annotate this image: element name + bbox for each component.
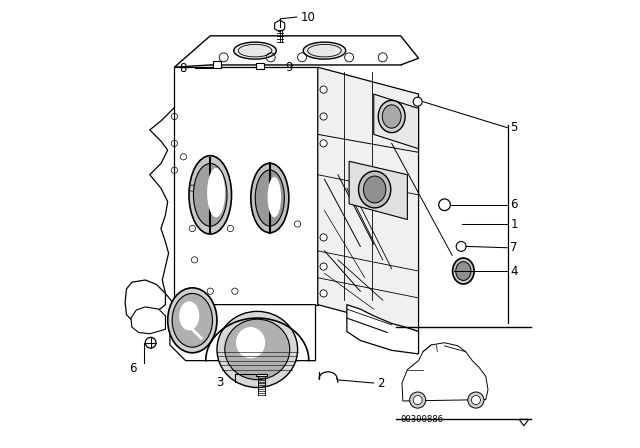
Ellipse shape bbox=[364, 176, 386, 203]
Circle shape bbox=[456, 241, 466, 251]
Ellipse shape bbox=[168, 288, 217, 353]
Text: 6: 6 bbox=[130, 362, 137, 375]
Circle shape bbox=[413, 97, 422, 106]
Circle shape bbox=[320, 140, 327, 147]
Ellipse shape bbox=[217, 311, 298, 388]
Ellipse shape bbox=[189, 156, 232, 234]
Polygon shape bbox=[174, 36, 419, 67]
Text: 4: 4 bbox=[511, 264, 518, 278]
Circle shape bbox=[410, 392, 426, 408]
Polygon shape bbox=[275, 20, 285, 32]
Ellipse shape bbox=[172, 293, 212, 347]
Ellipse shape bbox=[456, 262, 471, 280]
Text: 3: 3 bbox=[216, 375, 223, 389]
Polygon shape bbox=[347, 305, 419, 354]
Circle shape bbox=[468, 392, 484, 408]
Ellipse shape bbox=[358, 171, 391, 208]
Circle shape bbox=[472, 396, 481, 405]
Text: 7: 7 bbox=[511, 241, 518, 254]
Ellipse shape bbox=[251, 163, 289, 233]
Polygon shape bbox=[257, 374, 267, 376]
Ellipse shape bbox=[382, 105, 401, 128]
Circle shape bbox=[413, 396, 422, 405]
Polygon shape bbox=[125, 280, 165, 320]
Ellipse shape bbox=[378, 100, 405, 133]
Circle shape bbox=[320, 113, 327, 120]
Bar bbox=[257, 63, 264, 69]
Ellipse shape bbox=[225, 319, 290, 380]
Circle shape bbox=[145, 337, 156, 348]
Polygon shape bbox=[317, 67, 419, 332]
Circle shape bbox=[320, 234, 327, 241]
Ellipse shape bbox=[268, 177, 281, 217]
Bar bbox=[213, 61, 221, 68]
Ellipse shape bbox=[234, 42, 276, 59]
Ellipse shape bbox=[179, 302, 199, 331]
Ellipse shape bbox=[255, 170, 284, 226]
Text: 9: 9 bbox=[285, 60, 292, 74]
Text: 6: 6 bbox=[511, 198, 518, 211]
Ellipse shape bbox=[303, 42, 346, 59]
Polygon shape bbox=[374, 94, 419, 149]
Ellipse shape bbox=[236, 327, 265, 358]
Polygon shape bbox=[349, 161, 407, 220]
Ellipse shape bbox=[193, 164, 227, 226]
Text: 00300886: 00300886 bbox=[401, 415, 444, 424]
Ellipse shape bbox=[207, 168, 225, 217]
Ellipse shape bbox=[452, 258, 474, 284]
Text: 5: 5 bbox=[511, 121, 518, 134]
Text: 1: 1 bbox=[511, 217, 518, 231]
Text: 2: 2 bbox=[377, 376, 385, 390]
Circle shape bbox=[439, 199, 451, 211]
Polygon shape bbox=[174, 67, 317, 305]
Circle shape bbox=[320, 86, 327, 93]
Polygon shape bbox=[402, 343, 488, 401]
Circle shape bbox=[320, 290, 327, 297]
Text: 8: 8 bbox=[179, 61, 186, 75]
Text: 10: 10 bbox=[300, 10, 315, 24]
Circle shape bbox=[320, 263, 327, 270]
Polygon shape bbox=[170, 305, 316, 361]
Polygon shape bbox=[131, 307, 165, 334]
